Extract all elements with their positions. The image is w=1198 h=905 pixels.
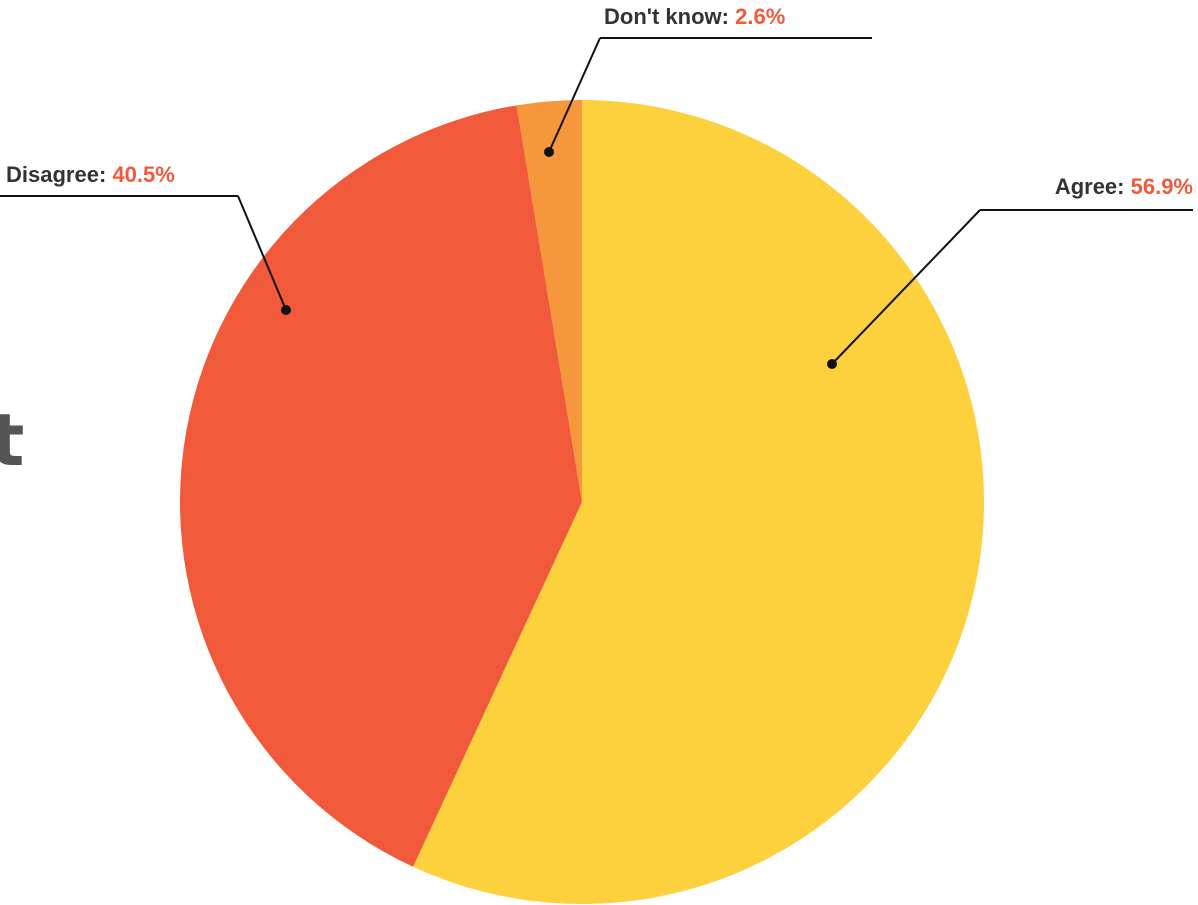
slice-label-name: Don't know:	[604, 4, 735, 29]
slice-label-value: 56.9%	[1131, 174, 1193, 199]
slice-labels: Agree: 56.9% Disagree: 40.5% Don't know: 2…	[6, 4, 1193, 199]
slice-label-agree: Agree: 56.9%	[1055, 174, 1193, 199]
slice-label-value: 2.6%	[735, 4, 785, 29]
cut-off-title-fragment: t	[0, 398, 25, 482]
slice-label-name: Disagree:	[6, 162, 112, 187]
slice-label-disagree: Disagree: 40.5%	[6, 162, 175, 187]
pie-slice-agree	[413, 100, 985, 905]
leader-lines	[0, 37, 1193, 369]
pie-slice-don-t-know	[516, 100, 582, 502]
pie-slices	[180, 100, 985, 905]
slice-label-don-t-know: Don't know: 2.6%	[604, 4, 785, 29]
leader-line-agree	[831, 209, 981, 365]
slice-label-value: 40.5%	[112, 162, 174, 187]
leader-dot-agree	[827, 359, 837, 369]
slice-label-name: Agree:	[1055, 174, 1131, 199]
leader-line-don-t-know	[548, 37, 601, 153]
leader-dot-don-t-know	[544, 147, 554, 157]
leader-dot-disagree	[281, 305, 291, 315]
leader-line-disagree	[237, 195, 287, 311]
